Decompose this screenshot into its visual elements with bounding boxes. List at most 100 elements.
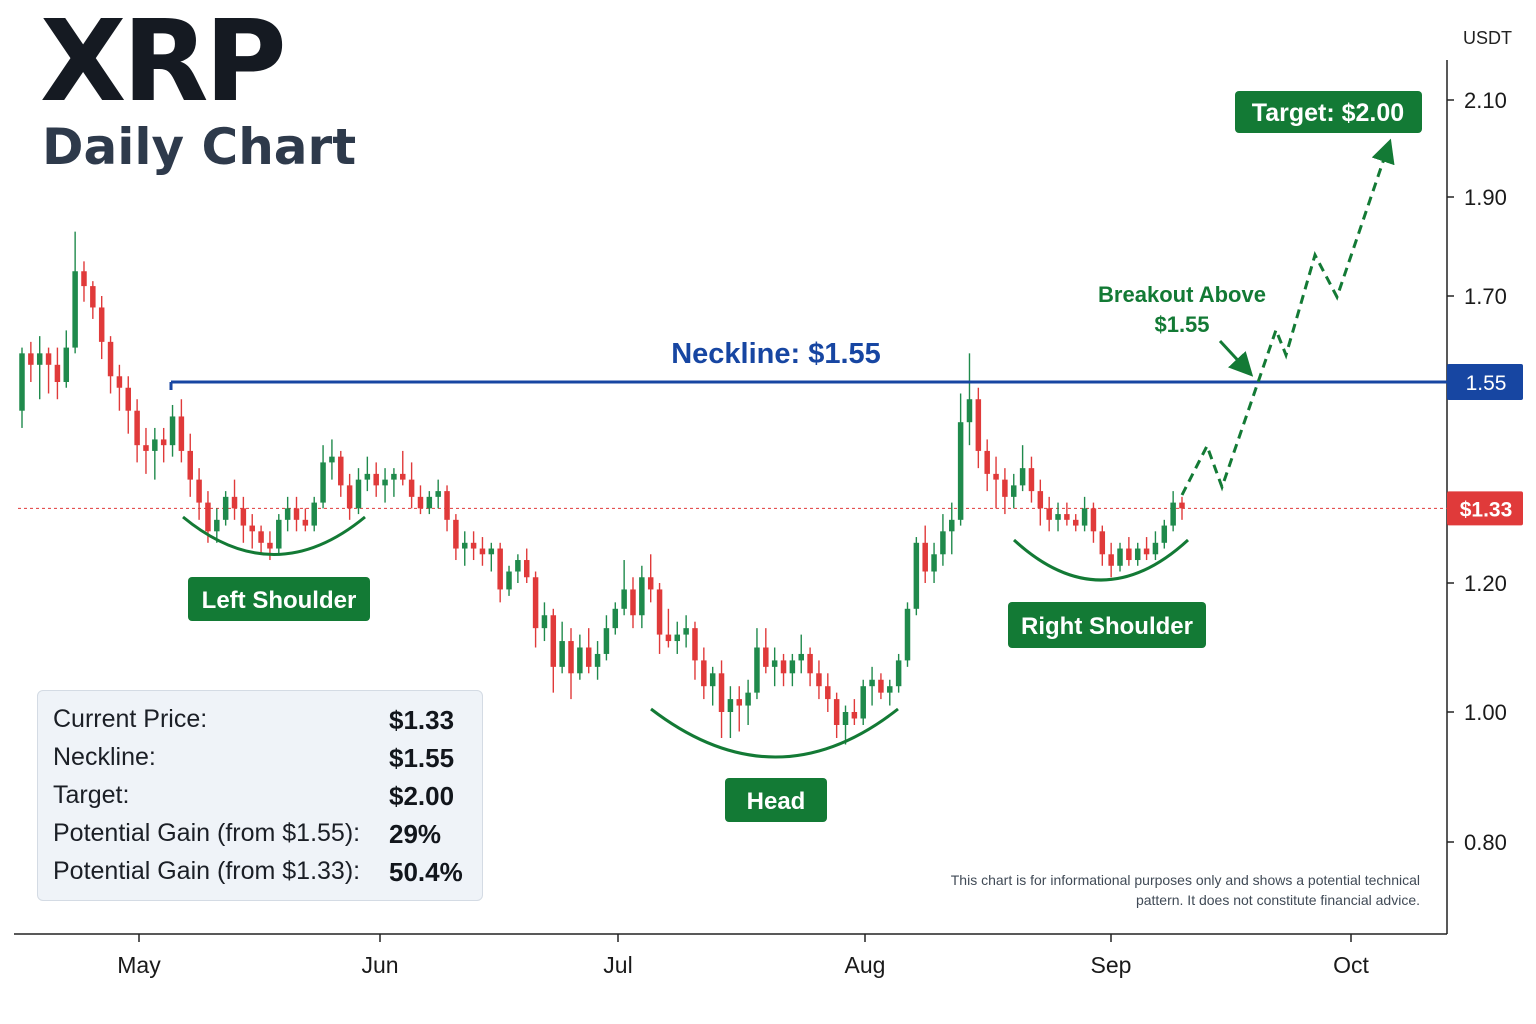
candle-body [798, 653, 804, 661]
x-tick-label: May [117, 952, 161, 978]
candle [763, 628, 769, 674]
candle-body [462, 542, 468, 549]
candle [293, 496, 300, 532]
candle [895, 653, 902, 693]
candle [1179, 496, 1185, 520]
y-tick-label: 0.80 [1464, 830, 1507, 855]
candle-body [568, 641, 574, 674]
candle [382, 468, 388, 503]
candle-body [54, 364, 61, 382]
info-value: $2.00 [389, 781, 455, 811]
candle-body [214, 519, 220, 532]
candle-body [1072, 519, 1079, 526]
candle [683, 615, 689, 648]
candle-body [160, 439, 167, 446]
candle-body [1064, 514, 1070, 520]
candle [391, 468, 397, 497]
candle [1037, 479, 1044, 526]
candle [1170, 491, 1176, 532]
candle-body [957, 422, 964, 520]
target-label: Target: $2.00 [1252, 99, 1404, 127]
candle-body [692, 628, 698, 661]
candle [833, 692, 840, 738]
candle [214, 508, 220, 543]
candle-body [656, 589, 663, 635]
candle [284, 496, 291, 532]
candle [45, 347, 52, 394]
candle-body [152, 439, 158, 451]
candle [559, 621, 565, 674]
candle [364, 456, 371, 492]
candle-body [81, 271, 87, 287]
candle [1108, 542, 1114, 578]
candle [470, 531, 477, 561]
candle-body [754, 647, 760, 693]
candle-body [807, 653, 813, 674]
candle-body [709, 673, 716, 687]
left-shoulder-label: Left Shoulder [202, 587, 357, 614]
candle-body [515, 560, 521, 572]
candle-body [453, 519, 459, 549]
candle-body [19, 353, 25, 411]
candle [754, 628, 760, 700]
candle [400, 450, 406, 486]
candle [408, 462, 415, 509]
candle-body [523, 560, 530, 578]
candle-body [470, 542, 477, 549]
right-shoulder-arc [1012, 538, 1190, 582]
candle-body [1108, 554, 1114, 566]
candle [922, 525, 928, 583]
candle [90, 281, 96, 319]
candle [594, 641, 601, 680]
candle [577, 634, 583, 680]
neckline-price-tag [1447, 364, 1523, 400]
candle [54, 347, 61, 400]
candle [621, 560, 627, 616]
candle [1161, 519, 1168, 549]
candle-body [143, 445, 149, 451]
candle-body [674, 634, 681, 642]
candle [1002, 468, 1008, 515]
candle [98, 296, 105, 360]
candle [568, 628, 574, 700]
candle [231, 479, 238, 520]
candle-body [701, 660, 707, 687]
candle-body [1152, 542, 1159, 555]
left-shoulder-badge [188, 577, 370, 621]
candle-body [205, 502, 211, 532]
info-label: Potential Gain (from $1.55): [53, 819, 361, 847]
candle [196, 468, 202, 520]
info-value: 29% [389, 819, 442, 849]
candle [780, 653, 787, 687]
info-value: 50.4% [389, 857, 463, 887]
candle-body [391, 473, 397, 480]
neckline-price-tag-text: 1.55 [1466, 372, 1507, 395]
candle-body [736, 699, 742, 706]
info-label: Current Price: [53, 705, 208, 733]
info-row-gain-neckline: Potential Gain (from $1.55): 29% [53, 819, 473, 857]
candle [1152, 531, 1159, 561]
candle [957, 393, 964, 526]
candle [355, 468, 362, 515]
info-value: $1.33 [389, 705, 455, 735]
candle [913, 537, 920, 616]
candle-body [267, 542, 273, 549]
candle-body [488, 548, 495, 555]
candle [426, 491, 433, 515]
candle-body [541, 615, 548, 629]
candle-body [949, 519, 955, 532]
candle [550, 608, 557, 693]
candle [869, 666, 875, 706]
candle [187, 433, 193, 497]
candle-body [550, 615, 557, 667]
x-ticks: May Jun Jul Aug Sep Oct [117, 934, 1369, 978]
info-label: Target: [53, 781, 130, 809]
candle-body [187, 450, 193, 480]
candle [692, 621, 698, 680]
candle-body [975, 399, 982, 451]
candle-body [116, 376, 123, 388]
candle-body [240, 508, 247, 526]
candle-body [435, 491, 441, 497]
x-tick-label: Sep [1091, 952, 1132, 978]
candle-body [559, 641, 565, 667]
